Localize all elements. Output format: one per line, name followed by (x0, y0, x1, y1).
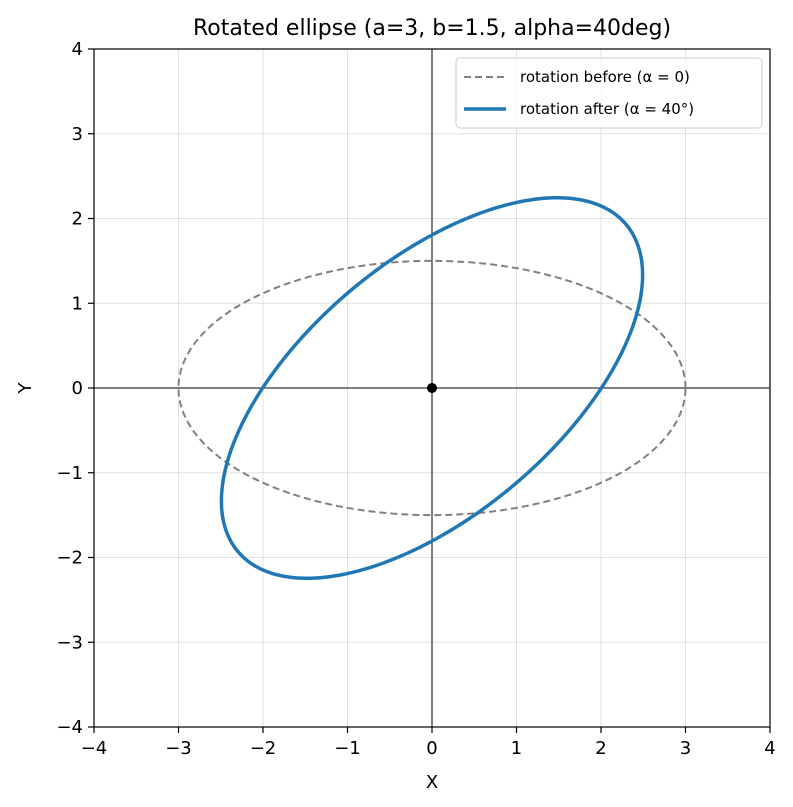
y-tick-label-7: 3 (72, 124, 83, 145)
x-tick-label-1: −3 (165, 738, 192, 759)
center-point (427, 383, 437, 393)
chart-title: Rotated ellipse (a=3, b=1.5, alpha=40deg… (193, 16, 671, 41)
y-axis-ticks: −4 −3 −2 −1 0 1 2 3 4 (56, 39, 94, 738)
x-tick-label-8: 4 (764, 738, 775, 759)
legend: rotation before (α = 0) rotation after (… (455, 57, 763, 129)
y-tick-label-6: 2 (72, 209, 83, 230)
x-axis-label: X (426, 772, 438, 793)
y-tick-label-0: −4 (56, 717, 83, 738)
series-before-ellipse (177, 259, 687, 517)
y-tick-label-4: 0 (72, 378, 83, 399)
y-tick-label-8: 4 (72, 39, 83, 60)
series-after-ellipse (219, 196, 645, 580)
x-tick-label-0: −4 (81, 738, 108, 759)
legend-box (455, 57, 763, 129)
x-tick-label-2: −2 (250, 738, 277, 759)
y-tick-label-5: 1 (72, 293, 83, 314)
x-tick-label-7: 3 (680, 738, 691, 759)
x-tick-label-6: 2 (595, 738, 606, 759)
x-tick-label-4: 0 (426, 738, 437, 759)
y-tick-label-3: −1 (56, 463, 83, 484)
legend-label-after: rotation after (α = 40°) (520, 100, 694, 118)
plot-area (93, 48, 771, 728)
x-axis-ticks: −4 −3 −2 −1 0 1 2 3 4 (81, 727, 776, 759)
legend-label-before: rotation before (α = 0) (520, 68, 690, 86)
x-tick-label-5: 1 (511, 738, 522, 759)
y-tick-label-1: −3 (56, 632, 83, 653)
x-tick-label-3: −1 (334, 738, 361, 759)
y-axis-label: Y (15, 382, 36, 395)
y-tick-label-2: −2 (56, 548, 83, 569)
